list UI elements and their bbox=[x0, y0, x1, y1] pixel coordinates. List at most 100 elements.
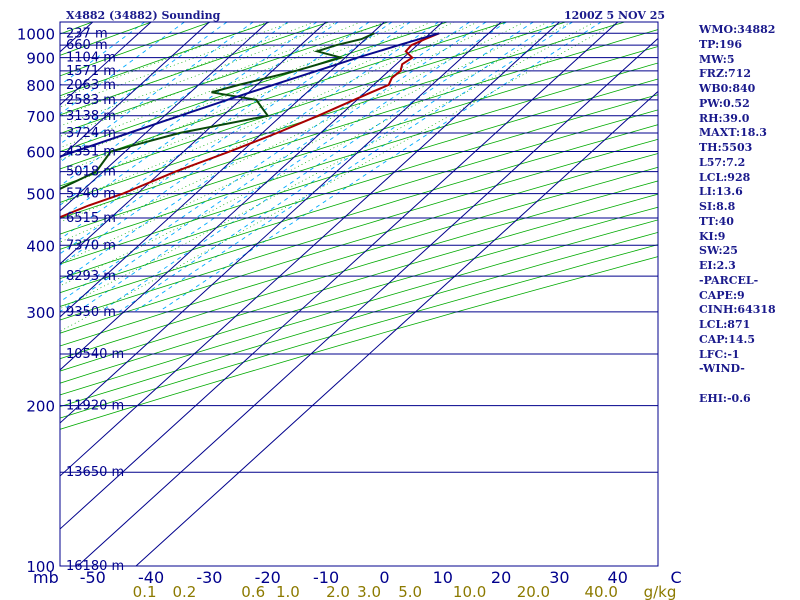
index-item: TP:196 bbox=[699, 37, 743, 51]
mixing-ratio-line bbox=[60, 22, 339, 220]
temperature-tick-label: -10 bbox=[313, 568, 339, 587]
dry-adiabat bbox=[60, 193, 658, 372]
pressure-axis-unit: mb bbox=[33, 568, 59, 587]
index-item: CAPE:9 bbox=[699, 288, 745, 302]
index-item: CINH:64318 bbox=[699, 303, 776, 317]
dry-adiabat bbox=[60, 22, 566, 187]
dry-adiabat bbox=[60, 256, 658, 430]
dry-adiabat bbox=[60, 46, 658, 235]
pressure-tick-label: 500 bbox=[26, 186, 55, 204]
sounding-time: 1200Z 5 NOV 25 bbox=[564, 9, 666, 22]
isotherm bbox=[60, 22, 444, 371]
height-label: 3138 m bbox=[66, 109, 116, 124]
mixing-ratio-label: 2.0 bbox=[326, 583, 350, 600]
temperature-axis-unit: C bbox=[670, 568, 681, 587]
mixing-ratio-label: 10.0 bbox=[453, 583, 486, 600]
pressure-tick-label: 700 bbox=[26, 108, 55, 126]
mixing-ratio-line bbox=[60, 22, 228, 145]
mixing-ratio-label: 20.0 bbox=[517, 583, 550, 600]
dry-adiabat bbox=[60, 180, 658, 360]
dry-adiabat bbox=[0, 22, 33, 566]
index-item: EHI:-0.6 bbox=[699, 391, 751, 405]
pressure-tick-label: 900 bbox=[26, 50, 55, 68]
series-parcel bbox=[60, 32, 440, 158]
dry-adiabat bbox=[60, 22, 330, 116]
dry-adiabat bbox=[60, 22, 507, 170]
pressure-tick-label: 200 bbox=[26, 398, 55, 416]
height-label: 9350 m bbox=[66, 305, 116, 320]
plot-frame bbox=[59, 21, 659, 567]
dry-adiabat bbox=[60, 62, 658, 250]
mixing-ratio-line bbox=[60, 22, 411, 266]
moist-adiabat bbox=[60, 22, 408, 161]
temperature-tick-label: -50 bbox=[80, 568, 106, 587]
height-label: 1571 m bbox=[66, 64, 116, 79]
isotherm bbox=[60, 22, 502, 424]
temperature-tick-label: 10 bbox=[433, 568, 453, 587]
temperature-tick-label: -40 bbox=[138, 568, 164, 587]
isotherm bbox=[60, 22, 385, 318]
index-item: WMO:34882 bbox=[699, 23, 776, 36]
height-label: 237 m bbox=[66, 26, 108, 41]
pressure-tick-label: 1000 bbox=[17, 25, 55, 43]
isotherm bbox=[60, 22, 619, 530]
mixing-ratio-label: 0.6 bbox=[241, 583, 265, 600]
mixing-ratio-line bbox=[60, 22, 289, 187]
height-label: 6515 m bbox=[66, 211, 116, 226]
isotherm bbox=[60, 22, 210, 159]
index-item: SW:25 bbox=[699, 244, 738, 258]
isotherm bbox=[135, 90, 658, 566]
index-item: EI:2.3 bbox=[699, 259, 736, 272]
index-item: MAXT:18.3 bbox=[699, 126, 767, 140]
series-dewpoint bbox=[60, 32, 375, 190]
height-label: 7370 m bbox=[66, 238, 116, 253]
dry-adiabat bbox=[60, 94, 658, 280]
dry-adiabat bbox=[60, 109, 658, 294]
index-item: TT:40 bbox=[699, 214, 734, 228]
index-item: -WIND- bbox=[699, 362, 745, 376]
dry-adiabat bbox=[60, 22, 271, 97]
mixing-ratio-line bbox=[60, 22, 393, 255]
index-item: LFC:-1 bbox=[699, 347, 740, 361]
mixing-ratio-line bbox=[60, 22, 487, 313]
temperature-tick-label: -30 bbox=[196, 568, 222, 587]
station-title: X4882 (34882) Sounding bbox=[66, 9, 221, 22]
height-label: 5740 m bbox=[66, 187, 116, 202]
index-item: CAP:14.5 bbox=[699, 332, 756, 346]
series-temperature bbox=[60, 32, 440, 219]
height-label: 13650 m bbox=[66, 465, 124, 480]
temperature-tick-label: 20 bbox=[491, 568, 511, 587]
height-label: 660 m bbox=[66, 38, 108, 53]
dry-adiabat bbox=[60, 22, 389, 134]
mixing-ratio-line bbox=[134, 22, 573, 313]
index-item: -PARCEL- bbox=[699, 273, 759, 287]
pressure-tick-label: 300 bbox=[26, 304, 55, 322]
mixing-ratio-line bbox=[60, 22, 145, 86]
index-item: L57:7.2 bbox=[699, 155, 746, 169]
moist-adiabat bbox=[60, 22, 315, 117]
height-label: 4351 m bbox=[66, 144, 116, 159]
height-label: 1104 m bbox=[66, 51, 116, 66]
height-label: 16180 m bbox=[66, 559, 124, 574]
mixing-ratio-label: 5.0 bbox=[398, 583, 422, 600]
mixing-ratio-line bbox=[60, 22, 439, 284]
mixing-ratio-label: 0.2 bbox=[172, 583, 196, 600]
dry-adiabat bbox=[60, 22, 448, 152]
index-item: MW:5 bbox=[699, 52, 735, 66]
moist-adiabat bbox=[60, 22, 338, 127]
dry-adiabat bbox=[60, 138, 658, 321]
pressure-tick-label: 600 bbox=[26, 143, 55, 161]
isotherm bbox=[60, 22, 327, 265]
pressure-tick-label: 400 bbox=[26, 237, 55, 255]
dry-adiabat bbox=[60, 78, 658, 265]
dry-adiabat bbox=[60, 153, 658, 334]
index-item: PW:0.52 bbox=[699, 96, 750, 110]
mixing-ratio-line bbox=[60, 22, 318, 206]
moist-adiabat bbox=[60, 22, 548, 264]
mixing-ratio-unit: g/kg bbox=[644, 583, 677, 600]
temperature-tick-label: 0 bbox=[379, 568, 389, 587]
index-item bbox=[699, 377, 776, 392]
index-item: TH:5503 bbox=[699, 141, 753, 154]
temperature-tick-label: 40 bbox=[608, 568, 628, 587]
mixing-ratio-line bbox=[60, 22, 254, 163]
